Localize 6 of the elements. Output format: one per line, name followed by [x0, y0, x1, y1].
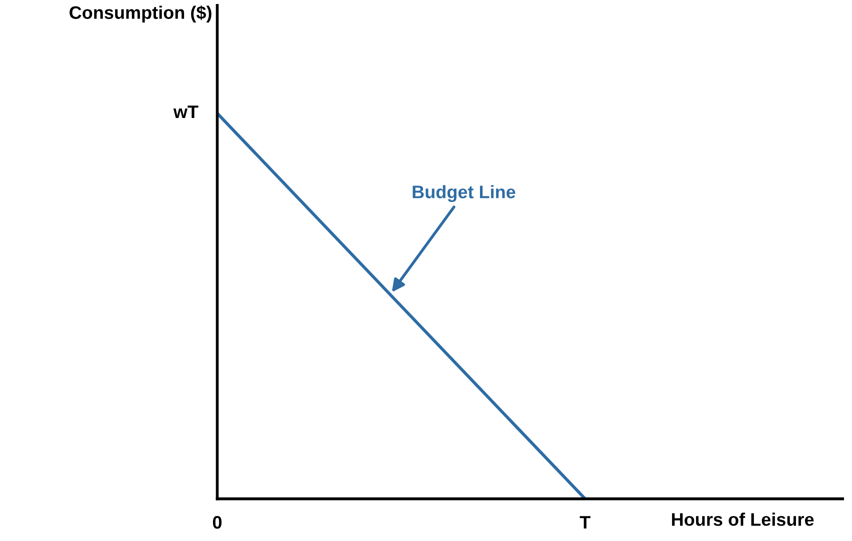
annotation: Budget Line: [412, 185, 516, 202]
text: Consumption ($): [70, 5, 212, 23]
x-axis-title: Hours of Leisure: [672, 512, 814, 526]
x-tick-label: 0: [212, 516, 222, 529]
x-tick-label: T: [580, 516, 590, 529]
text: wT: [173, 106, 198, 118]
